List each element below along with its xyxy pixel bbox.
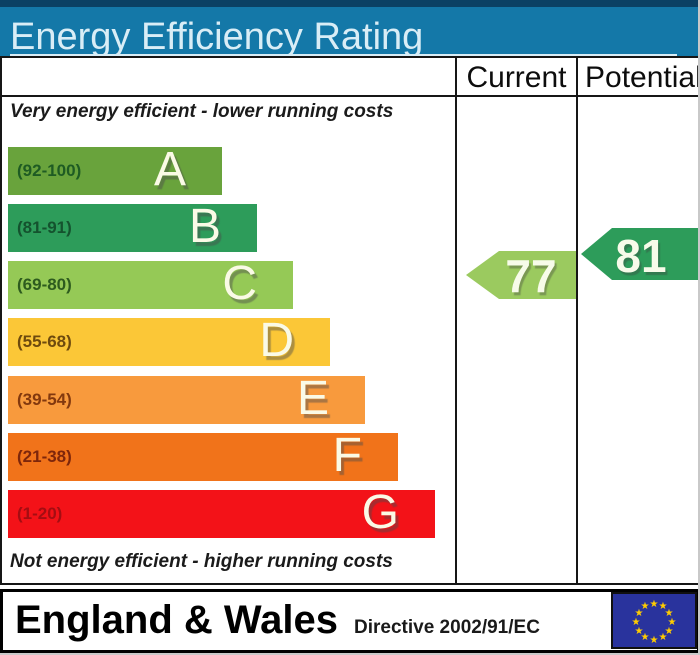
left-arrow-icon [466, 251, 576, 299]
band-c: (69-80) C [8, 257, 293, 310]
eu-flag-icon: ★ ★ ★ ★ ★ ★ ★ ★ ★ ★ ★ ★ [611, 592, 697, 649]
svg-text:★: ★ [632, 617, 641, 628]
svg-text:★: ★ [650, 635, 659, 646]
potential-rating-value: 81 [615, 230, 667, 282]
band-g-letter: G [361, 486, 399, 539]
caption-not-efficient: Not energy efficient - higher running co… [10, 551, 393, 572]
column-divider-potential [576, 56, 578, 585]
caption-very-efficient: Very energy efficient - lower running co… [10, 101, 394, 122]
title-bar: Energy Efficiency Rating [0, 0, 700, 58]
region-label: England & Wales [15, 598, 339, 642]
band-b: (81-91) B [8, 200, 257, 253]
band-a-range: (92-100) [17, 161, 82, 180]
band-f-letter: F [332, 429, 362, 482]
directive-label: Directive 2002/91/EC [354, 617, 540, 638]
svg-text:★: ★ [665, 626, 674, 637]
svg-text:★: ★ [641, 632, 650, 643]
band-e-range: (39-54) [17, 390, 72, 409]
header-divider [0, 95, 700, 97]
svg-text:★: ★ [635, 608, 644, 619]
svg-text:★: ★ [650, 599, 659, 610]
band-d-letter: D [259, 314, 294, 367]
svg-text:★: ★ [659, 632, 668, 643]
band-f: (21-38) F [8, 429, 398, 482]
band-c-letter: C [222, 257, 257, 310]
left-arrow-icon [581, 228, 700, 280]
band-b-letter: B [188, 200, 221, 253]
band-f-range: (21-38) [17, 447, 72, 466]
potential-rating-arrow [581, 228, 700, 285]
current-rating-arrow [466, 251, 576, 304]
band-e-letter: E [296, 372, 329, 425]
title-underline [10, 54, 677, 57]
current-rating-value: 77 [505, 250, 557, 302]
svg-text:★: ★ [635, 626, 644, 637]
band-a: (92-100) A [8, 143, 222, 196]
svg-text:★: ★ [668, 617, 677, 628]
band-e: (39-54) E [8, 372, 365, 425]
svg-text:★: ★ [659, 601, 668, 612]
band-b-range: (81-91) [17, 218, 72, 237]
svg-text:★: ★ [665, 608, 674, 619]
svg-text:★: ★ [641, 601, 650, 612]
band-d: (55-68) D [8, 314, 330, 367]
page-title: Energy Efficiency Rating [10, 16, 424, 58]
band-g: (1-20) G [8, 486, 435, 539]
band-g-range: (1-20) [17, 504, 63, 523]
column-header-current: Current [466, 61, 567, 94]
band-c-range: (69-80) [17, 275, 72, 294]
eu-stars: ★ ★ ★ ★ ★ ★ ★ ★ ★ ★ ★ ★ [632, 599, 677, 646]
column-header-potential: Potential [585, 61, 700, 94]
band-d-range: (55-68) [17, 332, 72, 351]
footer-bar: England & Wales Directive 2002/91/EC [0, 589, 700, 653]
band-a-letter: A [153, 143, 186, 196]
column-divider-current [455, 56, 457, 585]
